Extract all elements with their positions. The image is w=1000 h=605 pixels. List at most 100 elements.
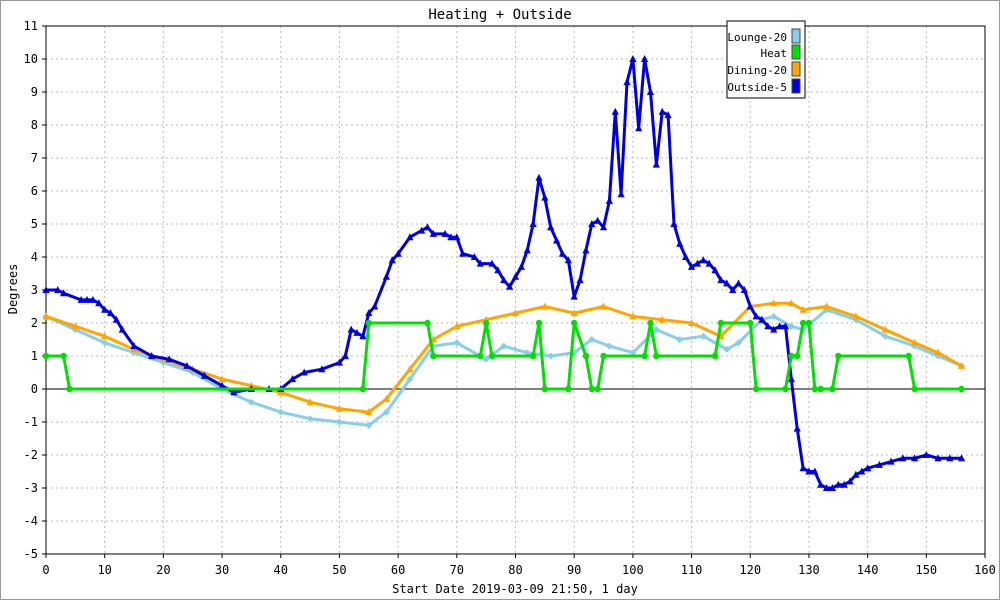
y-tick-label: 6 <box>31 184 38 198</box>
data-point-outside-5 <box>564 256 572 264</box>
y-tick-label: -3 <box>24 481 38 495</box>
data-point-dining-20 <box>511 309 520 317</box>
data-point-outside-5 <box>764 322 772 330</box>
data-point-outside-5 <box>511 272 520 280</box>
data-point-heat <box>482 319 490 327</box>
data-point-outside-5 <box>635 124 643 132</box>
data-point-outside-5 <box>365 309 373 317</box>
data-point-outside-5 <box>183 361 191 369</box>
data-point-heat <box>911 385 918 393</box>
y-tick-label: 3 <box>31 283 38 297</box>
data-point-outside-5 <box>576 276 584 284</box>
data-point-dining-20 <box>71 322 79 330</box>
data-point-heat <box>817 385 824 393</box>
y-tick-label: 2 <box>31 316 38 330</box>
data-point-heat <box>541 385 549 393</box>
data-point-dining-20 <box>101 332 109 340</box>
legend-label-outside: Outside-5 <box>727 81 787 94</box>
x-axis-label: Start Date 2019-03-09 21:50, 1 day <box>392 582 638 596</box>
data-point-heat <box>747 319 754 327</box>
data-point-outside-5 <box>476 259 484 267</box>
data-point-heat <box>811 385 819 393</box>
data-point-heat <box>653 352 660 360</box>
data-point-outside-5 <box>106 309 115 317</box>
y-tick-label: -2 <box>24 448 38 462</box>
data-point-outside-5 <box>112 315 121 323</box>
data-point-lounge-20 <box>453 339 461 347</box>
data-point-outside-5 <box>318 365 326 373</box>
x-tick-label: 70 <box>450 563 464 577</box>
legend-swatch-dining <box>791 61 801 77</box>
data-point-dining-20 <box>881 325 889 333</box>
data-point-dining-20 <box>770 299 778 307</box>
data-point-dining-20 <box>306 398 314 406</box>
x-tick-label: 10 <box>97 563 111 577</box>
data-point-heat <box>424 319 431 327</box>
data-point-outside-5 <box>523 246 531 254</box>
data-point-lounge-20 <box>523 349 531 357</box>
data-point-heat <box>829 385 836 393</box>
data-point-outside-5 <box>406 233 414 241</box>
data-point-outside-5 <box>535 173 543 181</box>
data-point-lounge-20 <box>365 421 373 429</box>
data-point-outside-5 <box>946 454 954 462</box>
data-point-outside-5 <box>42 286 50 293</box>
data-point-outside-5 <box>382 272 390 280</box>
data-point-outside-5 <box>541 193 549 201</box>
data-point-outside-5 <box>629 55 637 62</box>
data-point-outside-5 <box>758 315 766 323</box>
data-point-outside-5 <box>858 467 866 475</box>
chart-title: Heating + Outside <box>428 7 571 23</box>
data-point-heat <box>42 352 50 360</box>
data-point-outside-5 <box>488 259 496 267</box>
data-point-outside-5 <box>130 342 138 350</box>
data-point-dining-20 <box>599 302 608 310</box>
data-point-outside-5 <box>793 424 801 432</box>
data-point-outside-5 <box>811 467 819 475</box>
data-point-outside-5 <box>341 352 349 359</box>
series-line-heat <box>46 321 962 391</box>
data-point-outside-5 <box>230 388 238 396</box>
data-point-outside-5 <box>418 226 426 234</box>
series-lines <box>42 55 966 491</box>
legend-entry-dining: Dining-20 <box>727 61 801 77</box>
legend-swatch-outside <box>791 78 801 94</box>
data-point-outside-5 <box>605 196 613 204</box>
data-point-lounge-20 <box>306 415 314 423</box>
data-point-heat <box>60 352 67 360</box>
y-tick-label: -4 <box>24 514 38 528</box>
data-point-outside-5 <box>740 286 748 293</box>
data-point-outside-5 <box>547 223 555 231</box>
data-point-outside-5 <box>910 454 919 462</box>
y-tick-label: -1 <box>24 415 38 429</box>
data-point-lounge-20 <box>588 336 596 343</box>
data-point-outside-5 <box>623 78 631 86</box>
y-tick-label: 0 <box>31 382 38 396</box>
data-point-heat <box>359 385 367 393</box>
data-point-outside-5 <box>775 322 784 330</box>
y-tick-label: 4 <box>31 250 38 264</box>
data-point-outside-5 <box>822 484 831 491</box>
data-point-lounge-20 <box>629 349 637 357</box>
data-point-outside-5 <box>752 312 760 320</box>
data-point-outside-5 <box>453 233 461 241</box>
data-point-lounge-20 <box>723 345 731 353</box>
x-tick-label: 130 <box>798 563 820 577</box>
data-point-heat <box>641 352 648 360</box>
data-point-outside-5 <box>558 249 567 257</box>
data-point-lounge-20 <box>770 312 778 320</box>
data-point-outside-5 <box>781 322 790 330</box>
data-point-lounge-20 <box>699 332 707 340</box>
data-point-outside-5 <box>218 381 226 389</box>
data-point-outside-5 <box>717 276 725 284</box>
data-point-heat <box>477 352 484 360</box>
data-point-dining-20 <box>822 302 831 310</box>
data-point-dining-20 <box>365 408 373 416</box>
y-axis-label: Degrees <box>6 264 20 315</box>
data-point-outside-5 <box>705 259 713 267</box>
data-point-outside-5 <box>875 460 883 468</box>
data-point-dining-20 <box>934 348 942 356</box>
data-point-outside-5 <box>817 480 825 488</box>
data-point-dining-20 <box>799 305 807 313</box>
